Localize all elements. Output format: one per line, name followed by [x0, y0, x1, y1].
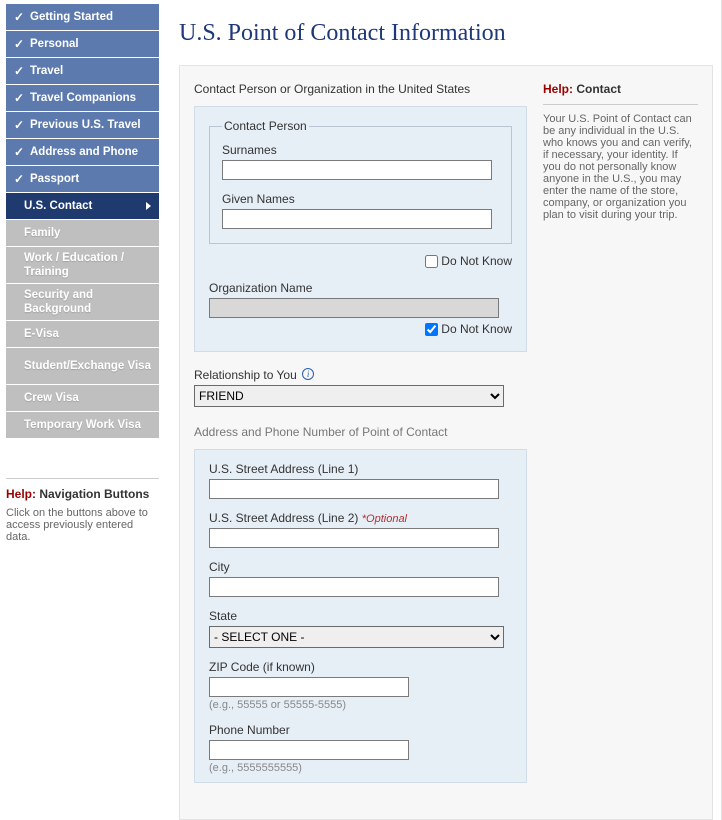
- addr1-label: U.S. Street Address (Line 1): [209, 462, 512, 476]
- help-panel: Help: Contact Your U.S. Point of Contact…: [543, 82, 698, 221]
- org-name-input: [209, 298, 499, 318]
- nav-student-exchange[interactable]: Student/Exchange Visa: [6, 348, 159, 384]
- phone-hint: (e.g., 5555555555): [209, 762, 512, 774]
- nav-label: Work / Education / Training: [24, 251, 151, 279]
- given-names-label: Given Names: [222, 192, 499, 206]
- nav-label: Travel Companions: [30, 92, 136, 104]
- nav-label: Temporary Work Visa: [24, 419, 141, 431]
- help-label: Help:: [543, 82, 573, 96]
- org-dontknow-checkbox[interactable]: [425, 323, 438, 336]
- help-label: Help:: [6, 487, 36, 501]
- surnames-input[interactable]: [222, 160, 492, 180]
- nav-label: Student/Exchange Visa: [24, 359, 151, 373]
- help-text: Click on the buttons above to access pre…: [6, 507, 159, 543]
- nav-personal[interactable]: ✓ Personal: [6, 31, 159, 57]
- addr2-label: U.S. Street Address (Line 2) *Optional: [209, 511, 512, 525]
- surnames-label: Surnames: [222, 143, 499, 157]
- nav-address-phone[interactable]: ✓ Address and Phone: [6, 139, 159, 165]
- city-label: City: [209, 560, 512, 574]
- nav-label: Security and Background: [24, 288, 151, 316]
- sidebar-help: Help: Navigation Buttons Click on the bu…: [6, 478, 159, 543]
- main-content: U.S. Point of Contact Information Contac…: [165, 0, 722, 820]
- nav-label: Travel: [30, 65, 63, 77]
- nav-label: Address and Phone: [30, 146, 138, 158]
- nav-travel[interactable]: ✓ Travel: [6, 58, 159, 84]
- check-icon: ✓: [14, 118, 26, 132]
- contact-person-fieldset: Contact Person Surnames Given Names: [209, 119, 512, 244]
- check-icon: ✓: [14, 64, 26, 78]
- city-input[interactable]: [209, 577, 499, 597]
- relationship-label: Relationship to You i: [194, 368, 527, 382]
- addr2-input[interactable]: [209, 528, 499, 548]
- nav-us-contact[interactable]: U.S. Contact: [6, 193, 159, 219]
- nav-family[interactable]: Family: [6, 220, 159, 246]
- nav-work-education[interactable]: Work / Education / Training: [6, 247, 159, 283]
- sidebar-nav: ✓ Getting Started ✓ Personal ✓ Travel ✓ Trav…: [0, 0, 165, 543]
- help-title: Contact: [576, 82, 621, 96]
- org-name-label: Organization Name: [209, 281, 512, 295]
- nav-travel-companions[interactable]: ✓ Travel Companions: [6, 85, 159, 111]
- nav-security-background[interactable]: Security and Background: [6, 284, 159, 320]
- check-icon: ✓: [14, 91, 26, 105]
- chevron-right-icon: [146, 202, 151, 210]
- nav-temp-work-visa[interactable]: Temporary Work Visa: [6, 412, 159, 438]
- relationship-select[interactable]: FRIEND: [194, 385, 504, 407]
- given-names-input[interactable]: [222, 209, 492, 229]
- state-select[interactable]: - SELECT ONE -: [209, 626, 504, 648]
- check-icon: ✓: [14, 172, 26, 186]
- zip-hint: (e.g., 55555 or 55555-5555): [209, 699, 512, 711]
- contact-dontknow-label[interactable]: Do Not Know: [421, 254, 512, 268]
- nav-crew-visa[interactable]: Crew Visa: [6, 385, 159, 411]
- contact-person-box: Contact Person Surnames Given Names Do N…: [194, 106, 527, 352]
- contact-person-legend: Contact Person: [222, 119, 309, 133]
- section-address-heading: Address and Phone Number of Point of Con…: [194, 425, 527, 439]
- nav-evisa[interactable]: E-Visa: [6, 321, 159, 347]
- nav-previous-us-travel[interactable]: ✓ Previous U.S. Travel: [6, 112, 159, 138]
- address-box: U.S. Street Address (Line 1) U.S. Street…: [194, 449, 527, 783]
- org-dontknow-label[interactable]: Do Not Know: [421, 322, 512, 336]
- nav-label: U.S. Contact: [24, 200, 92, 212]
- section-contact-heading: Contact Person or Organization in the Un…: [194, 82, 527, 96]
- nav-label: Crew Visa: [24, 392, 79, 404]
- info-icon[interactable]: i: [302, 368, 314, 380]
- phone-label: Phone Number: [209, 723, 512, 737]
- nav-label: Family: [24, 227, 60, 239]
- addr1-input[interactable]: [209, 479, 499, 499]
- help-title: Navigation Buttons: [39, 487, 149, 501]
- state-label: State: [209, 609, 512, 623]
- nav-passport[interactable]: ✓ Passport: [6, 166, 159, 192]
- nav-label: Previous U.S. Travel: [30, 119, 141, 131]
- page-title: U.S. Point of Contact Information: [179, 20, 713, 47]
- check-icon: ✓: [14, 10, 26, 24]
- phone-input[interactable]: [209, 740, 409, 760]
- zip-input[interactable]: [209, 677, 409, 697]
- contact-dontknow-checkbox[interactable]: [425, 255, 438, 268]
- nav-label: E-Visa: [24, 328, 59, 340]
- check-icon: ✓: [14, 37, 26, 51]
- nav-label: Personal: [30, 38, 79, 50]
- help-text: Your U.S. Point of Contact can be any in…: [543, 113, 698, 221]
- nav-label: Getting Started: [30, 11, 113, 23]
- nav-getting-started[interactable]: ✓ Getting Started: [6, 4, 159, 30]
- nav-label: Passport: [30, 173, 79, 185]
- zip-label: ZIP Code (if known): [209, 660, 512, 674]
- check-icon: ✓: [14, 145, 26, 159]
